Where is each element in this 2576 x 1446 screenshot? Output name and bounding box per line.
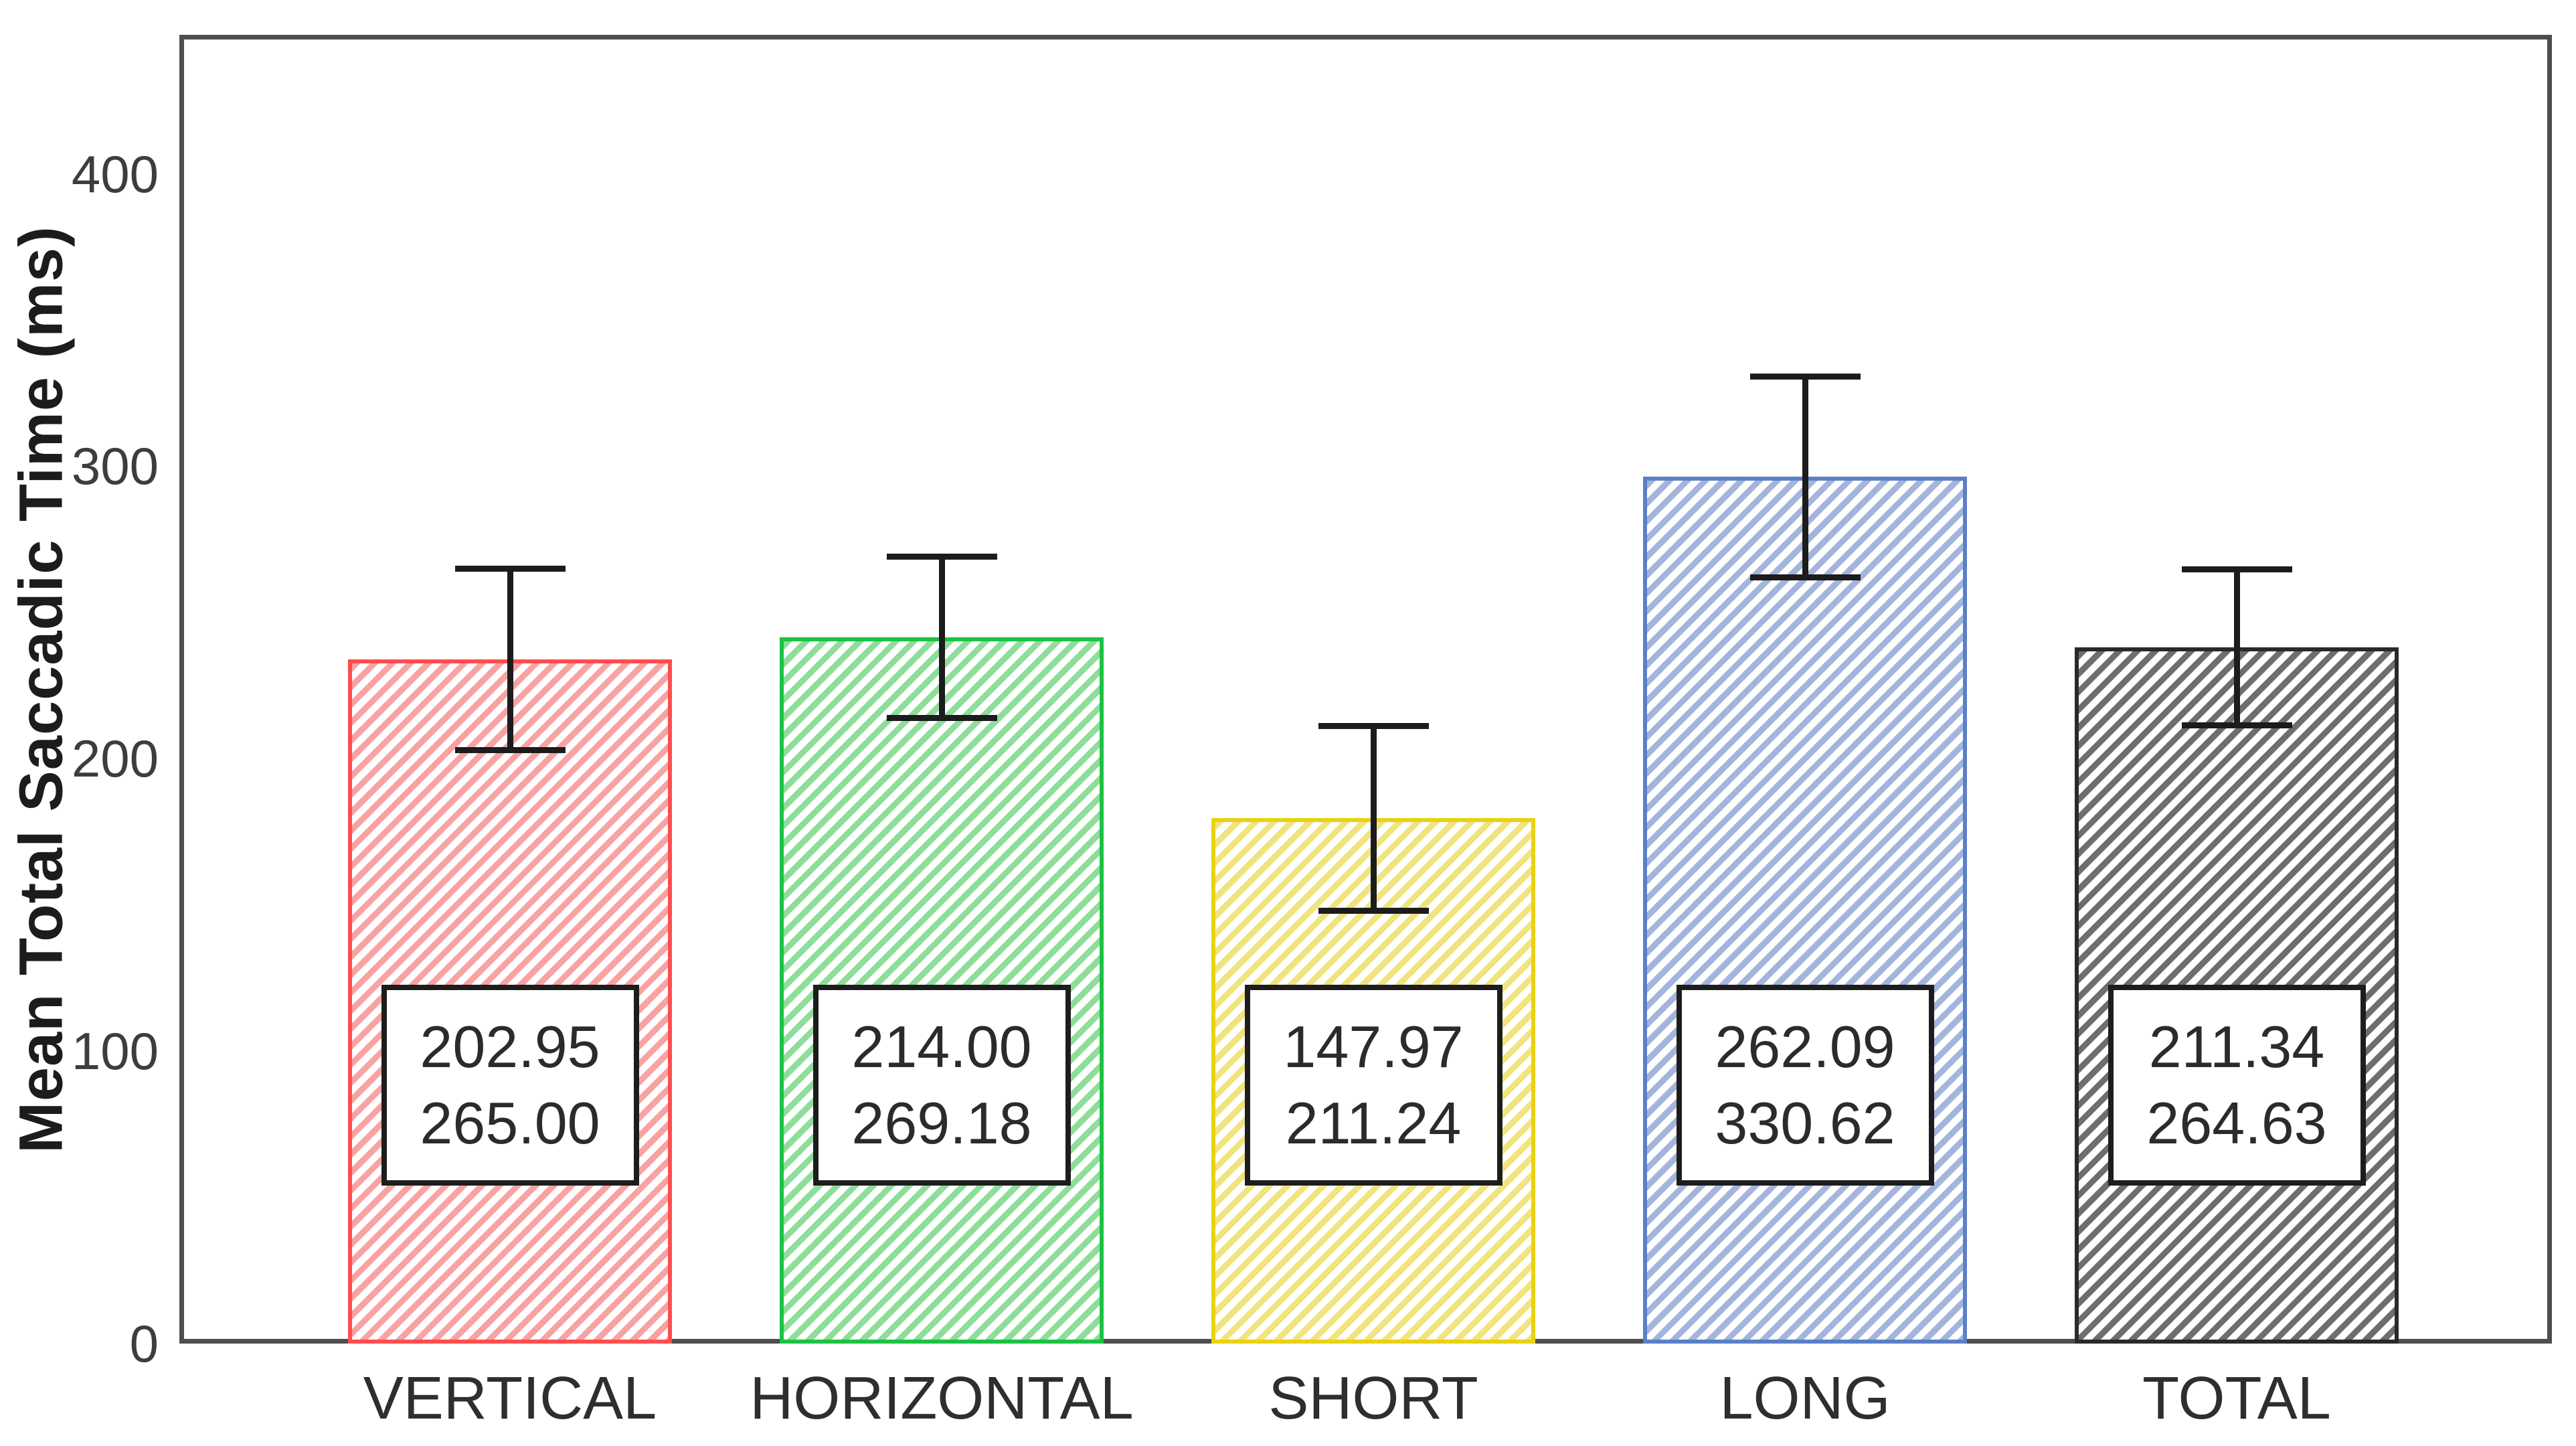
ci-upper-value-horizontal: 269.18 [851, 1090, 1032, 1156]
ci-value-box-total: 211.34 264.63 [2108, 985, 2366, 1186]
y-tick-label-200: 200 [71, 729, 159, 789]
y-tick-label-100: 100 [71, 1022, 159, 1081]
error-bar-cap-bottom-short [1318, 908, 1429, 914]
bar-long [1643, 477, 1967, 1344]
error-bar-cap-bottom-horizontal [886, 714, 997, 721]
ci-lower-value-total: 211.34 [2148, 1014, 2325, 1080]
error-bar-cap-top-vertical [454, 565, 566, 572]
ci-upper-value-total: 264.63 [2146, 1090, 2327, 1156]
y-tick-label-400: 400 [71, 144, 159, 204]
ci-lower-value-long: 262.09 [1715, 1014, 1895, 1080]
ci-lower-value-horizontal: 214.00 [851, 1014, 1032, 1080]
error-bar-cap-top-horizontal [886, 553, 997, 560]
error-bar-line-horizontal [938, 556, 945, 718]
error-bar-line-long [1802, 376, 1808, 577]
ci-value-box-vertical: 202.95 265.00 [381, 985, 639, 1186]
ci-lower-value-vertical: 202.95 [420, 1014, 600, 1080]
y-tick-label-300: 300 [71, 436, 159, 496]
x-axis-label-horizontal: HORIZONTAL [750, 1365, 1134, 1432]
x-axis-label-vertical: VERTICAL [363, 1365, 657, 1432]
x-axis-label-short: SHORT [1268, 1365, 1478, 1432]
ci-value-box-long: 262.09 330.62 [1676, 985, 1934, 1186]
error-bar-line-vertical [507, 568, 513, 750]
x-axis-label-total: TOTAL [2142, 1365, 2331, 1432]
error-bar-cap-bottom-long [1749, 574, 1861, 580]
error-bar-line-short [1370, 726, 1377, 911]
error-bar-cap-top-total [2181, 566, 2292, 573]
ci-upper-value-short: 211.24 [1285, 1090, 1462, 1156]
x-axis-label-long: LONG [1719, 1365, 1891, 1432]
error-bar-cap-top-long [1749, 374, 1861, 380]
ci-upper-value-vertical: 265.00 [420, 1090, 600, 1156]
y-tick-label-0: 0 [129, 1314, 159, 1373]
ci-value-box-short: 147.97 211.24 [1244, 985, 1502, 1186]
error-bar-cap-top-short [1318, 722, 1429, 729]
ci-upper-value-long: 330.62 [1715, 1090, 1895, 1156]
y-axis-title: Mean Total Saccadic Time (ms) [7, 226, 76, 1153]
error-bar-line-total [2233, 569, 2240, 726]
error-bar-cap-bottom-vertical [454, 746, 566, 753]
ci-lower-value-short: 147.97 [1283, 1014, 1464, 1080]
ci-value-box-horizontal: 214.00 269.18 [812, 985, 1071, 1186]
error-bar-cap-bottom-total [2181, 722, 2292, 729]
